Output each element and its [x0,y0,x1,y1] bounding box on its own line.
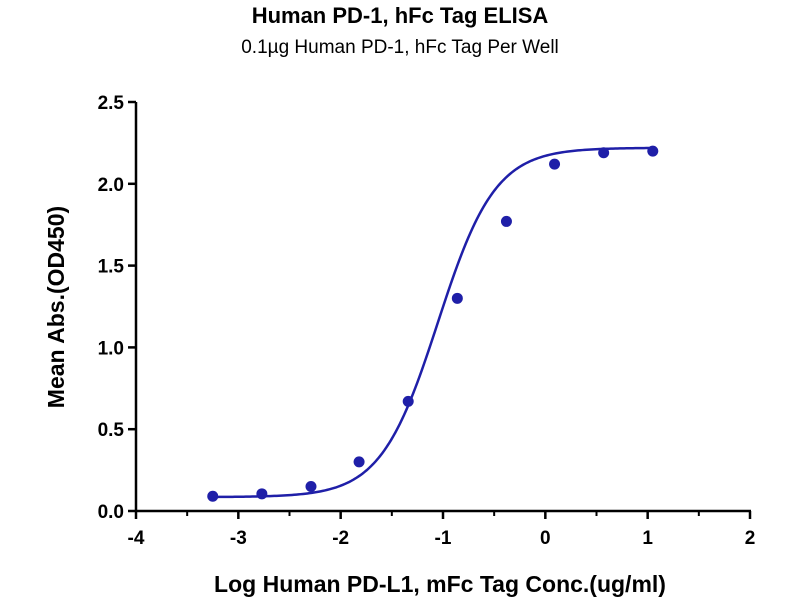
y-axis-label: Mean Abs.(OD450) [43,206,69,408]
data-point [353,456,365,468]
data-point [256,488,268,500]
y-tick-label: 2.0 [98,175,124,196]
x-tick-label: 0 [540,528,551,549]
x-tick-label: -4 [128,528,145,549]
fit-curve [212,146,653,499]
data-point [647,145,659,157]
data-points-layer [207,145,659,502]
chart-title: Human PD-1, hFc Tag ELISA [251,3,549,28]
x-tick-label: 2 [745,528,756,549]
y-tick-label: 1.0 [98,338,124,359]
data-point [549,158,561,170]
data-point [598,147,610,159]
x-tick-label: -1 [435,528,452,549]
x-axis-label: Log Human PD-L1, mFc Tag Conc.(ug/ml) [214,571,666,597]
x-tick-label: -2 [332,528,349,549]
chart-subtitle: 0.1µg Human PD-1, hFc Tag Per Well [241,37,559,58]
x-tick-label: -3 [230,528,247,549]
x-tick-label: 1 [642,528,653,549]
axes: -4 -3 -2 -1 0 1 2 0.0 0.5 1.0 1.5 2.0 2.5 [98,93,756,549]
data-point [500,215,512,227]
y-tick-label: 0.0 [98,502,124,523]
data-point [402,395,414,407]
data-point [305,480,317,492]
data-point [451,292,463,304]
y-tick-label: 0.5 [98,420,125,441]
data-point [207,490,219,502]
fit-curve-layer [212,146,653,499]
y-tick-label: 2.5 [98,93,125,114]
y-tick-label: 1.5 [98,257,125,278]
